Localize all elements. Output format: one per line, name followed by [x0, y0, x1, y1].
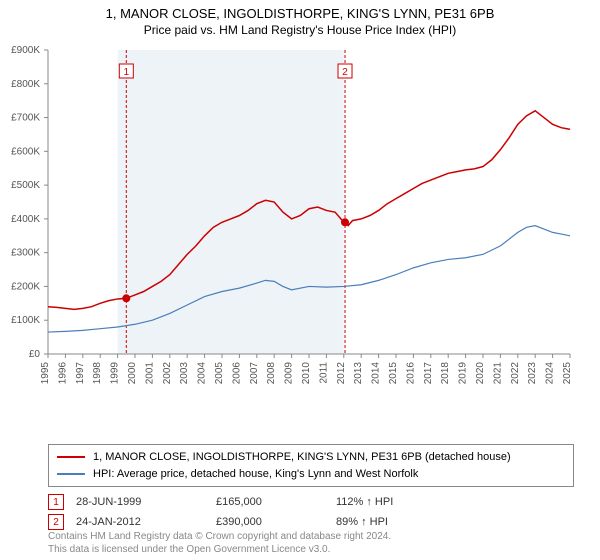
event-marker-1: 1	[48, 494, 64, 510]
svg-text:2009: 2009	[284, 362, 295, 385]
svg-text:2020: 2020	[475, 362, 486, 385]
svg-text:2: 2	[342, 67, 348, 78]
legend-swatch-property	[57, 456, 85, 458]
event-row-1: 1 28-JUN-1999 £165,000 112% ↑ HPI	[48, 494, 466, 510]
svg-text:2021: 2021	[492, 362, 503, 385]
title-line1: 1, MANOR CLOSE, INGOLDISTHORPE, KING'S L…	[0, 6, 600, 21]
svg-text:2019: 2019	[458, 362, 469, 385]
svg-text:2013: 2013	[353, 362, 364, 385]
svg-text:£500K: £500K	[11, 180, 40, 191]
svg-text:£900K: £900K	[11, 45, 40, 56]
svg-text:2008: 2008	[266, 362, 277, 385]
legend-label-hpi: HPI: Average price, detached house, King…	[93, 466, 418, 483]
svg-text:2024: 2024	[545, 362, 556, 385]
svg-text:2025: 2025	[562, 362, 573, 385]
events-block: 1 28-JUN-1999 £165,000 112% ↑ HPI 2 24-J…	[48, 490, 466, 530]
svg-text:2022: 2022	[510, 362, 521, 385]
chart-svg: £0£100K£200K£300K£400K£500K£600K£700K£80…	[48, 46, 578, 396]
legend-label-property: 1, MANOR CLOSE, INGOLDISTHORPE, KING'S L…	[93, 449, 511, 466]
svg-text:2014: 2014	[371, 362, 382, 385]
svg-text:£600K: £600K	[11, 146, 40, 157]
chart-container: 1, MANOR CLOSE, INGOLDISTHORPE, KING'S L…	[0, 0, 600, 560]
event-price-1: £165,000	[216, 496, 336, 508]
svg-text:1: 1	[124, 67, 130, 78]
event-row-2: 2 24-JAN-2012 £390,000 89% ↑ HPI	[48, 514, 466, 530]
svg-text:£700K: £700K	[11, 113, 40, 124]
svg-text:2011: 2011	[318, 362, 329, 384]
svg-text:1998: 1998	[92, 362, 103, 385]
svg-text:1999: 1999	[110, 362, 121, 385]
svg-text:1995: 1995	[40, 362, 51, 385]
svg-text:2010: 2010	[301, 362, 312, 385]
title-line2: Price paid vs. HM Land Registry's House …	[0, 23, 600, 37]
svg-text:2003: 2003	[179, 362, 190, 385]
svg-text:2004: 2004	[197, 362, 208, 385]
svg-text:£400K: £400K	[11, 214, 40, 225]
legend-box: 1, MANOR CLOSE, INGOLDISTHORPE, KING'S L…	[48, 444, 574, 487]
legend-row-property: 1, MANOR CLOSE, INGOLDISTHORPE, KING'S L…	[57, 449, 565, 466]
svg-text:2002: 2002	[162, 362, 173, 385]
svg-text:2006: 2006	[231, 362, 242, 385]
svg-text:£0: £0	[29, 349, 41, 360]
svg-text:£100K: £100K	[11, 315, 40, 326]
event-price-2: £390,000	[216, 516, 336, 528]
svg-text:2017: 2017	[423, 362, 434, 385]
event-date-1: 28-JUN-1999	[76, 496, 216, 508]
svg-text:2007: 2007	[249, 362, 260, 385]
footer: Contains HM Land Registry data © Crown c…	[48, 530, 391, 556]
svg-text:£300K: £300K	[11, 248, 40, 259]
svg-text:£200K: £200K	[11, 281, 40, 292]
legend-swatch-hpi	[57, 473, 85, 475]
title-block: 1, MANOR CLOSE, INGOLDISTHORPE, KING'S L…	[0, 0, 600, 37]
svg-text:2001: 2001	[144, 362, 155, 385]
footer-line1: Contains HM Land Registry data © Crown c…	[48, 530, 391, 543]
svg-text:2012: 2012	[336, 362, 347, 385]
svg-text:2023: 2023	[527, 362, 538, 385]
chart-area: £0£100K£200K£300K£400K£500K£600K£700K£80…	[48, 46, 578, 396]
svg-text:2015: 2015	[388, 362, 399, 385]
svg-text:2016: 2016	[405, 362, 416, 385]
event-marker-2: 2	[48, 514, 64, 530]
svg-text:2018: 2018	[440, 362, 451, 385]
footer-line2: This data is licensed under the Open Gov…	[48, 543, 391, 556]
svg-text:1996: 1996	[57, 362, 68, 385]
svg-text:£800K: £800K	[11, 79, 40, 90]
event-hpi-2: 89% ↑ HPI	[336, 516, 466, 528]
svg-text:1997: 1997	[75, 362, 86, 385]
legend-row-hpi: HPI: Average price, detached house, King…	[57, 466, 565, 483]
event-hpi-1: 112% ↑ HPI	[336, 496, 466, 508]
svg-text:2000: 2000	[127, 362, 138, 385]
svg-text:2005: 2005	[214, 362, 225, 385]
event-date-2: 24-JAN-2012	[76, 516, 216, 528]
